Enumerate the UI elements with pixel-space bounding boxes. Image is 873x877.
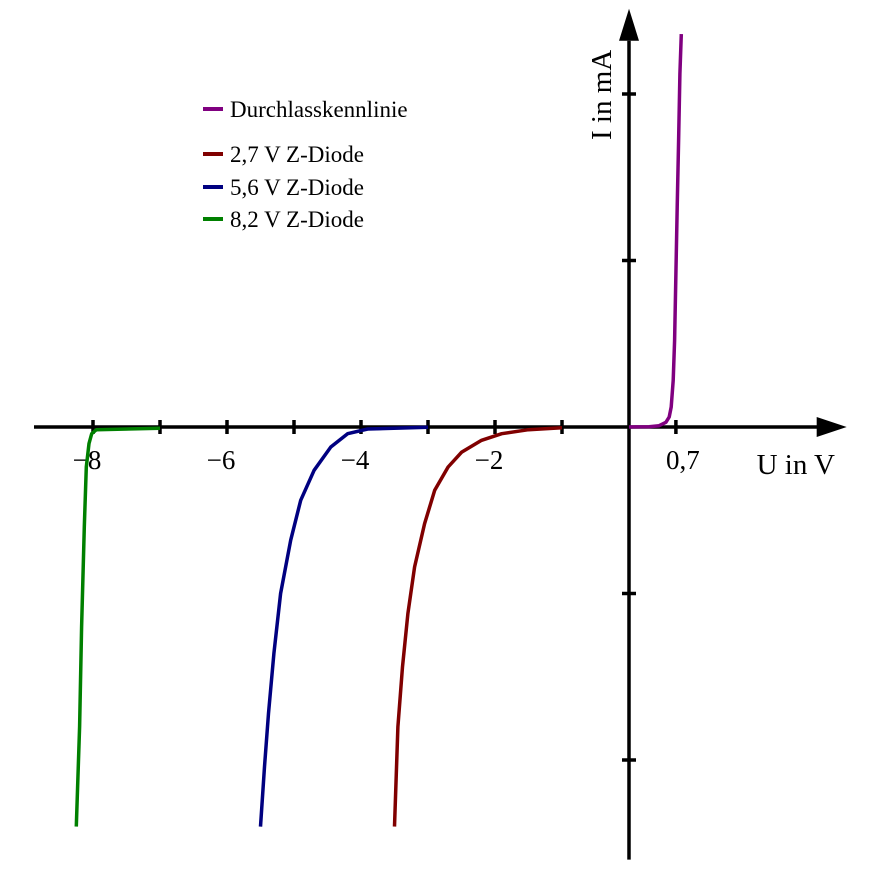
axes: −8 −6 −4 −2 0,7: [34, 8, 847, 860]
y-axis-label: I in mA: [586, 50, 618, 140]
x-axis-arrowhead: [816, 417, 847, 437]
y-axis-ticks: [622, 92, 636, 762]
legend-label: Durchlasskennlinie: [230, 97, 408, 122]
legend-label: 8,2 V Z-Diode: [230, 207, 364, 232]
series-lines: [74, 34, 684, 827]
legend-label: 5,6 V Z-Diode: [230, 175, 364, 200]
series-line: [74, 426, 161, 827]
x-tick-label: −6: [207, 445, 236, 475]
x-axis-tick-labels: −8 −6 −4 −2 0,7: [73, 445, 700, 475]
x-tick-label: −4: [341, 445, 370, 475]
x-tick-label: −2: [475, 445, 504, 475]
series-line: [258, 425, 429, 827]
legend: Durchlasskennlinie 2,7 V Z-Diode 5,6 V Z-D…: [203, 97, 408, 232]
legend-label: 2,7 V Z-Diode: [230, 142, 364, 167]
series-line: [628, 34, 684, 429]
y-axis-arrowhead: [619, 8, 639, 41]
series-line: [392, 425, 563, 827]
x-tick-label: 0,7: [666, 445, 700, 475]
x-axis-label: U in V: [757, 449, 835, 481]
x-axis-ticks: [91, 420, 678, 434]
